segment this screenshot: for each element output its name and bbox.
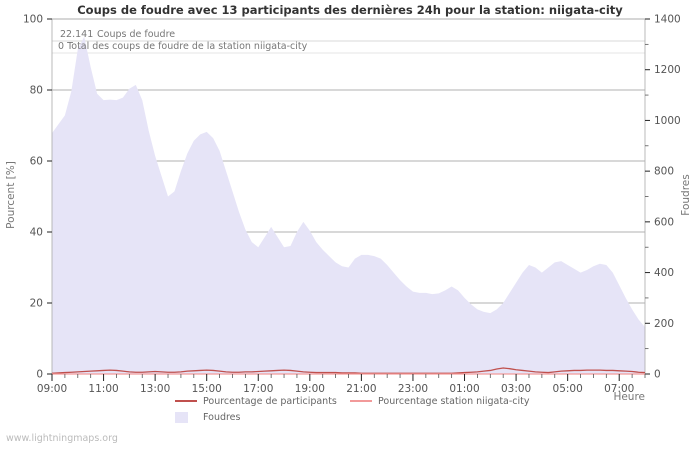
annotation-total-value: 22.141 (60, 29, 93, 40)
left-axis-title: Pourcent [%] (5, 161, 17, 229)
legend-label: Pourcentage station niigata-city (378, 396, 530, 407)
x-tick-label: 19:00 (295, 383, 325, 395)
site-watermark: www.lightningmaps.org (6, 433, 118, 444)
left-tick-label: 60 (30, 156, 43, 168)
x-tick-label: 07:00 (604, 383, 634, 395)
x-tick-label: 05:00 (553, 383, 583, 395)
x-tick-label: 01:00 (449, 383, 479, 395)
axis-ticks (47, 18, 650, 381)
legend-item: Foudres (175, 412, 241, 423)
left-tick-label: 20 (30, 298, 43, 310)
x-tick-label: 17:00 (243, 383, 273, 395)
line-series-0 (51, 367, 646, 374)
right-tick-label: 0 (654, 369, 661, 381)
x-tick-label: 09:00 (37, 383, 67, 395)
axis-tick-labels: 020406080100020040060080010001200140009:… (23, 14, 681, 396)
left-tick-label: 0 (36, 369, 43, 381)
lightning-area-series (52, 36, 645, 374)
x-tick-label: 13:00 (140, 383, 170, 395)
x-tick-label: 11:00 (88, 383, 118, 395)
page-title: Coups de foudre avec 13 participants des… (77, 3, 623, 17)
right-tick-label: 400 (654, 267, 674, 279)
x-tick-label: 23:00 (398, 383, 428, 395)
annotation-total-label: Coups de foudre (97, 29, 175, 40)
legend-item: Pourcentage station niigata-city (350, 396, 530, 407)
legend-label: Pourcentage de participants (203, 396, 337, 407)
right-tick-label: 200 (654, 318, 674, 330)
right-axis-title: Foudres (680, 174, 692, 215)
x-tick-label: 15:00 (192, 383, 222, 395)
right-tick-label: 1400 (654, 14, 681, 26)
x-tick-label: 03:00 (501, 383, 531, 395)
x-tick-label: 21:00 (346, 383, 376, 395)
right-tick-label: 800 (654, 166, 674, 178)
right-tick-label: 1200 (654, 64, 681, 76)
left-tick-label: 40 (30, 227, 43, 239)
legend-item: Pourcentage de participants (175, 396, 337, 407)
left-tick-label: 80 (30, 85, 43, 97)
right-tick-label: 600 (654, 216, 674, 228)
area-foudres (52, 36, 645, 374)
left-tick-label: 100 (23, 14, 43, 26)
legend-label: Foudres (203, 412, 241, 423)
annotation-station-total: 0 Total des coups de foudre de la statio… (58, 41, 308, 52)
chart-legend: Pourcentage de participants Pourcentage s… (175, 396, 530, 423)
x-axis-title: Heure (613, 391, 645, 403)
legend-swatch-area (175, 412, 188, 423)
right-tick-label: 1000 (654, 115, 681, 127)
